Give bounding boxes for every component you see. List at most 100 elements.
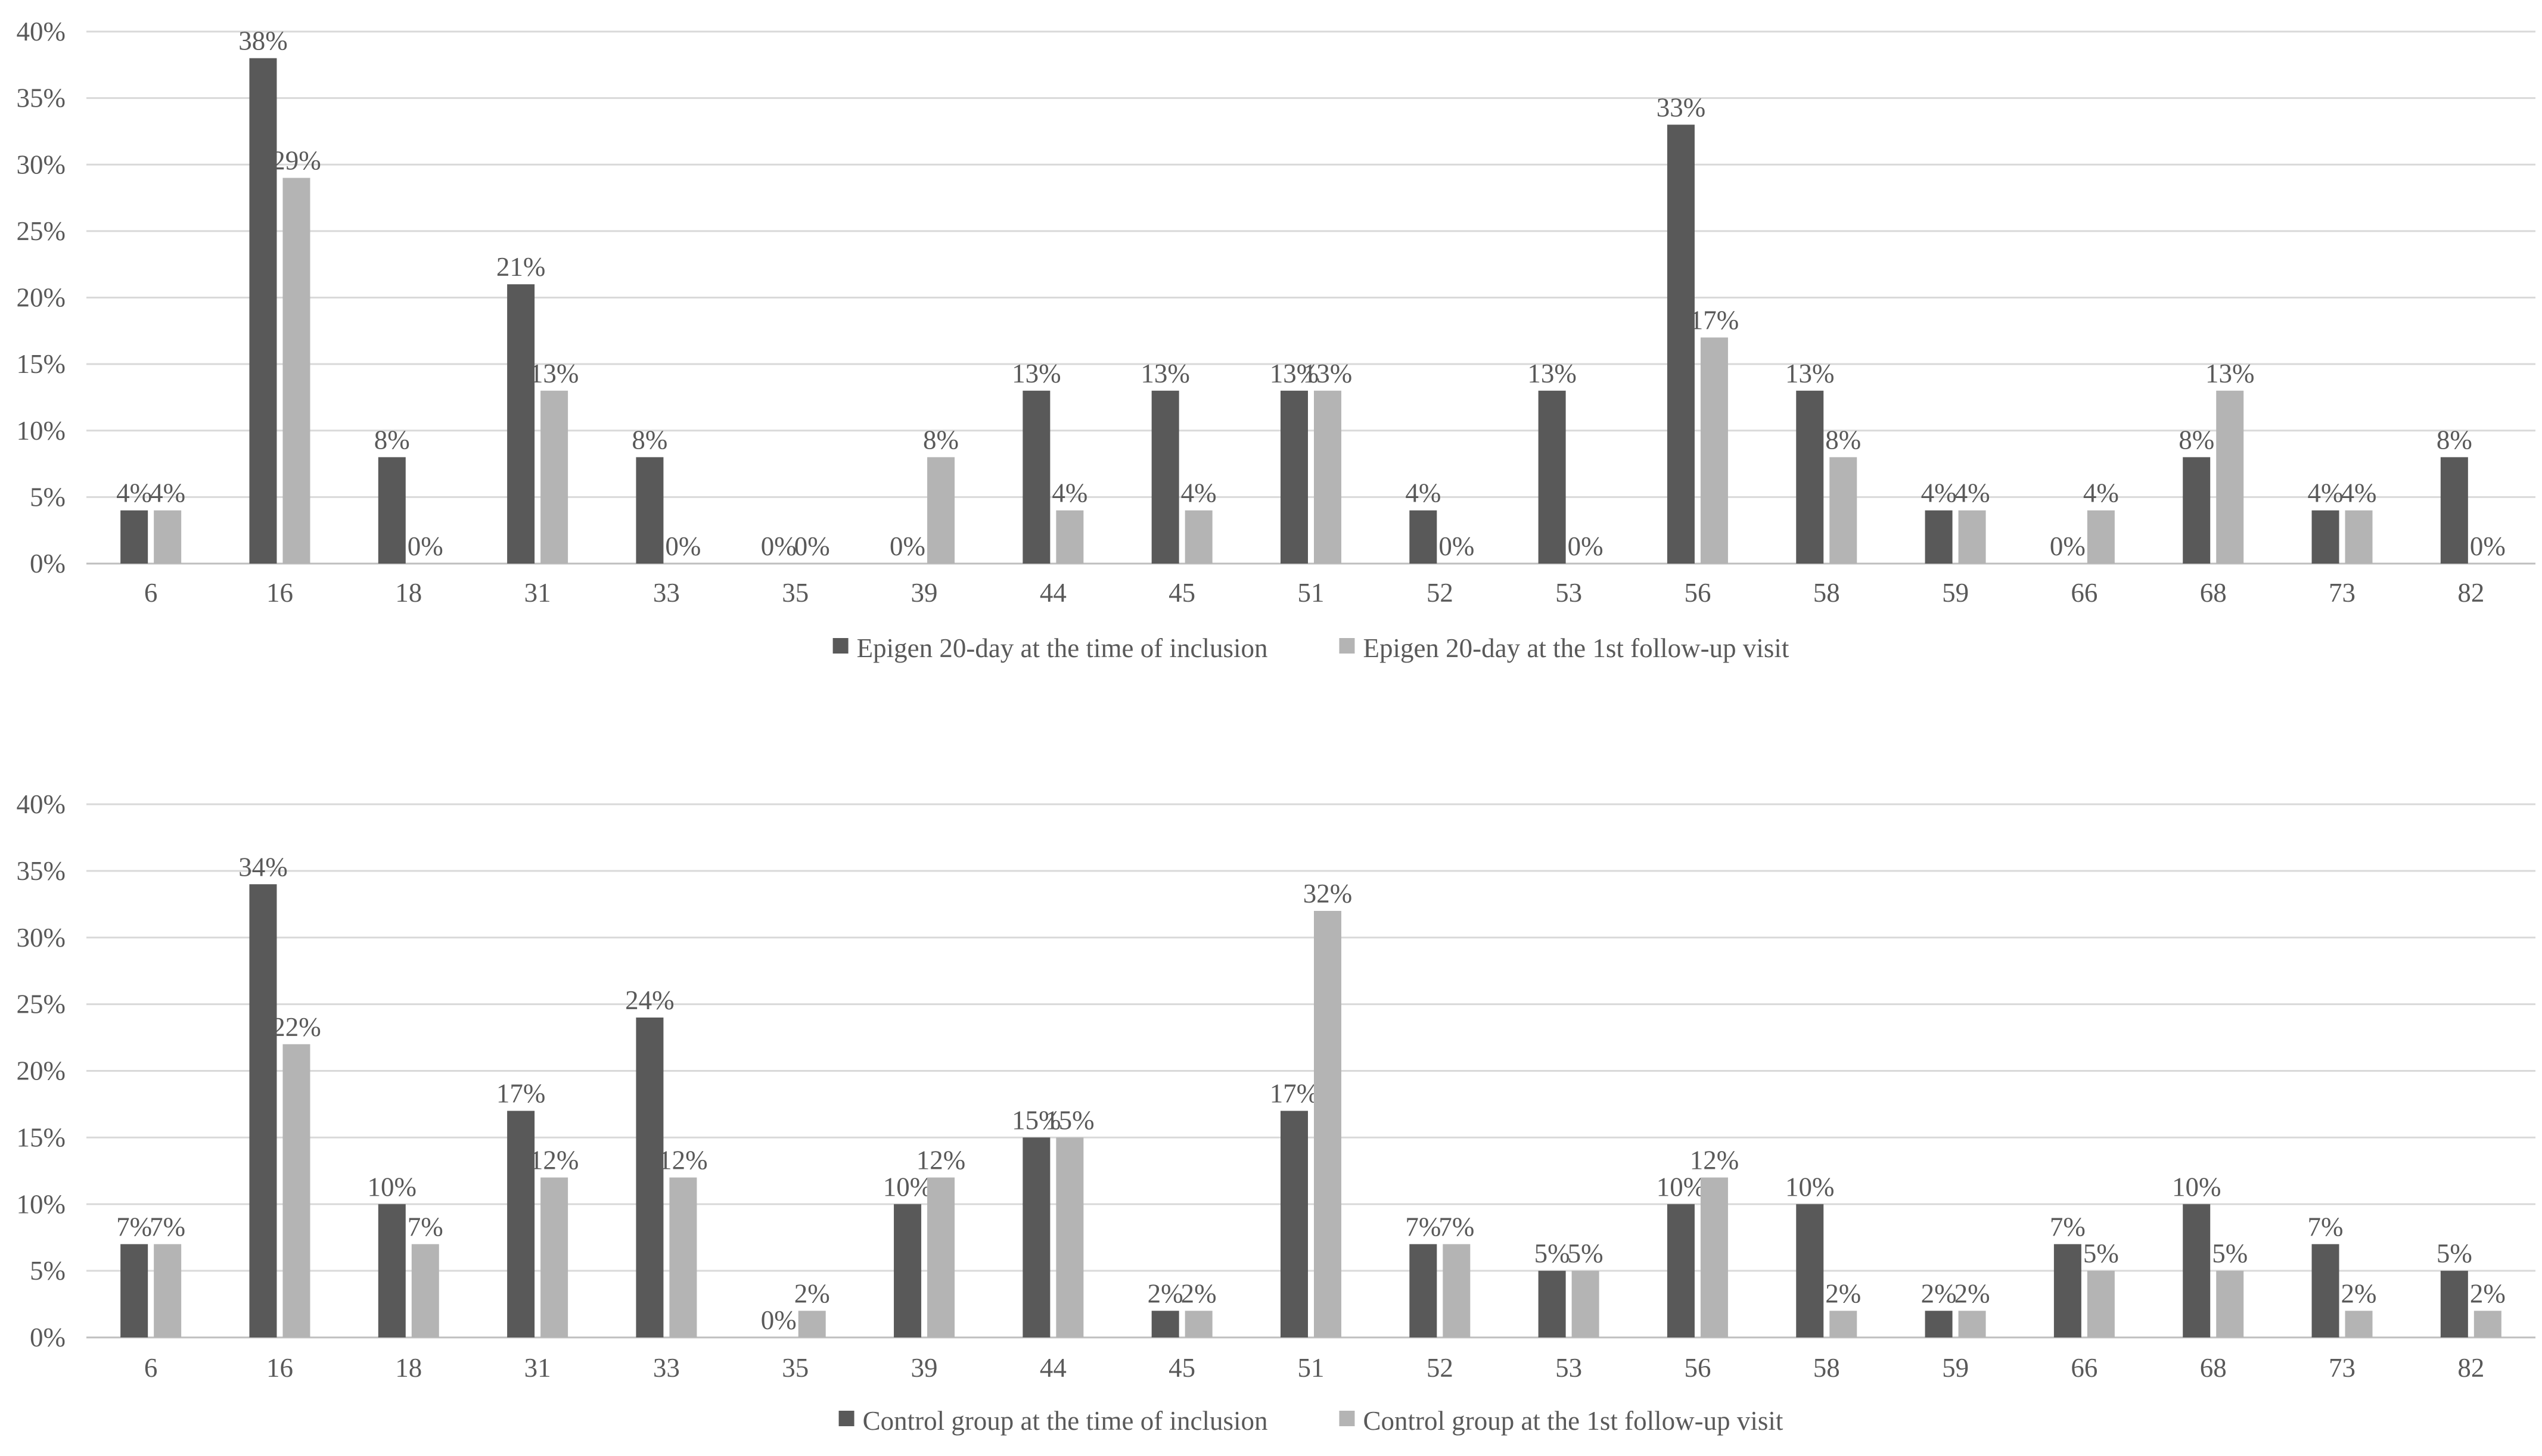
data-label: 0% bbox=[2470, 531, 2506, 561]
data-label: 13% bbox=[1785, 359, 1835, 388]
bar bbox=[1023, 1137, 1051, 1337]
data-label: 8% bbox=[2437, 425, 2472, 455]
data-label: 10% bbox=[368, 1172, 417, 1202]
bar bbox=[378, 457, 406, 564]
y-tick-label: 5% bbox=[30, 1256, 66, 1286]
y-tick-label: 0% bbox=[30, 1323, 66, 1352]
data-label: 13% bbox=[1012, 359, 1061, 388]
data-label: 7% bbox=[2050, 1212, 2086, 1242]
data-label: 5% bbox=[2212, 1239, 2248, 1268]
data-label: 4% bbox=[1181, 478, 1217, 508]
y-tick-label: 5% bbox=[30, 482, 66, 512]
bar bbox=[669, 1177, 697, 1337]
x-tick-label: 68 bbox=[2200, 1353, 2227, 1383]
data-label: 0% bbox=[408, 531, 443, 561]
bar bbox=[1314, 911, 1341, 1337]
data-label: 2% bbox=[1148, 1278, 1183, 1308]
chart-epigen-20-day: 0%5%10%15%20%25%30%35%40%4%4%638%29%168%… bbox=[17, 17, 2535, 663]
bar bbox=[2087, 510, 2115, 564]
y-tick-label: 35% bbox=[17, 856, 66, 886]
data-label: 38% bbox=[238, 26, 288, 56]
data-label: 5% bbox=[2083, 1239, 2119, 1268]
y-tick-label: 30% bbox=[17, 150, 66, 179]
data-label: 7% bbox=[408, 1212, 443, 1242]
bar bbox=[2345, 1311, 2373, 1337]
bar bbox=[1829, 457, 1857, 564]
x-tick-label: 53 bbox=[1555, 1353, 1582, 1383]
legend-swatch bbox=[1339, 1411, 1355, 1426]
data-label: 4% bbox=[2341, 478, 2377, 508]
bar bbox=[1023, 390, 1051, 564]
data-label: 7% bbox=[1438, 1212, 1474, 1242]
legend-swatch bbox=[832, 638, 849, 654]
data-label: 4% bbox=[1405, 478, 1441, 508]
bar bbox=[1314, 390, 1341, 564]
data-label: 0% bbox=[794, 531, 830, 561]
bar bbox=[1409, 510, 1437, 564]
legend-label: Epigen 20-day at the 1st follow-up visit bbox=[1363, 633, 1789, 663]
data-label: 4% bbox=[150, 478, 185, 508]
bar bbox=[1056, 1137, 1084, 1337]
bar bbox=[927, 457, 955, 564]
data-label: 13% bbox=[1141, 359, 1190, 388]
x-tick-label: 18 bbox=[395, 1353, 422, 1383]
data-label: 17% bbox=[496, 1079, 546, 1109]
bar bbox=[2311, 510, 2339, 564]
data-label: 8% bbox=[374, 425, 410, 455]
data-label: 10% bbox=[883, 1172, 933, 1202]
x-tick-label: 45 bbox=[1169, 1353, 1195, 1383]
bar bbox=[1571, 1271, 1599, 1337]
x-tick-label: 66 bbox=[2071, 578, 2097, 608]
data-label: 32% bbox=[1303, 879, 1353, 909]
data-label: 8% bbox=[1825, 425, 1861, 455]
data-label: 8% bbox=[632, 425, 667, 455]
bar bbox=[1667, 1204, 1695, 1337]
data-label: 4% bbox=[1052, 478, 1087, 508]
data-label: 34% bbox=[238, 852, 288, 882]
bar bbox=[2183, 457, 2211, 564]
x-tick-label: 53 bbox=[1555, 578, 1582, 608]
bar bbox=[2345, 510, 2373, 564]
bar bbox=[2216, 1271, 2244, 1337]
y-tick-label: 40% bbox=[17, 17, 66, 46]
y-tick-label: 30% bbox=[17, 923, 66, 953]
bar bbox=[249, 58, 277, 564]
x-tick-label: 39 bbox=[911, 1353, 938, 1383]
data-label: 13% bbox=[1527, 359, 1577, 388]
bar bbox=[507, 284, 535, 564]
data-label: 10% bbox=[1785, 1172, 1835, 1202]
data-label: 15% bbox=[1045, 1105, 1095, 1135]
data-label: 5% bbox=[1534, 1239, 1570, 1268]
bar bbox=[2311, 1244, 2339, 1337]
x-tick-label: 58 bbox=[1813, 1353, 1840, 1383]
y-tick-label: 15% bbox=[17, 1122, 66, 1152]
data-label: 0% bbox=[1438, 531, 1474, 561]
y-tick-label: 40% bbox=[17, 789, 66, 819]
bar bbox=[154, 510, 182, 564]
data-label: 4% bbox=[2308, 478, 2344, 508]
data-label: 0% bbox=[761, 1305, 797, 1335]
x-tick-label: 35 bbox=[782, 578, 809, 608]
bar bbox=[1829, 1311, 1857, 1337]
x-tick-label: 35 bbox=[782, 1353, 809, 1383]
bar bbox=[540, 390, 568, 564]
bar bbox=[1958, 1311, 1986, 1337]
x-tick-label: 16 bbox=[266, 578, 293, 608]
data-label: 12% bbox=[658, 1146, 708, 1175]
bar bbox=[120, 510, 148, 564]
x-tick-label: 6 bbox=[144, 1353, 158, 1383]
data-label: 12% bbox=[1690, 1146, 1739, 1175]
bar bbox=[378, 1204, 406, 1337]
data-label: 10% bbox=[2172, 1172, 2221, 1202]
data-label: 8% bbox=[923, 425, 959, 455]
y-tick-label: 25% bbox=[17, 216, 66, 246]
data-label: 2% bbox=[1825, 1278, 1861, 1308]
bar bbox=[1185, 1311, 1213, 1337]
y-tick-label: 0% bbox=[30, 549, 66, 578]
data-label: 4% bbox=[2083, 478, 2119, 508]
data-label: 29% bbox=[272, 146, 321, 176]
bar bbox=[2183, 1204, 2211, 1337]
chart-control-group: 0%5%10%15%20%25%30%35%40%7%7%634%22%1610… bbox=[17, 789, 2535, 1436]
data-label: 24% bbox=[625, 985, 675, 1015]
bar bbox=[1796, 1204, 1824, 1337]
